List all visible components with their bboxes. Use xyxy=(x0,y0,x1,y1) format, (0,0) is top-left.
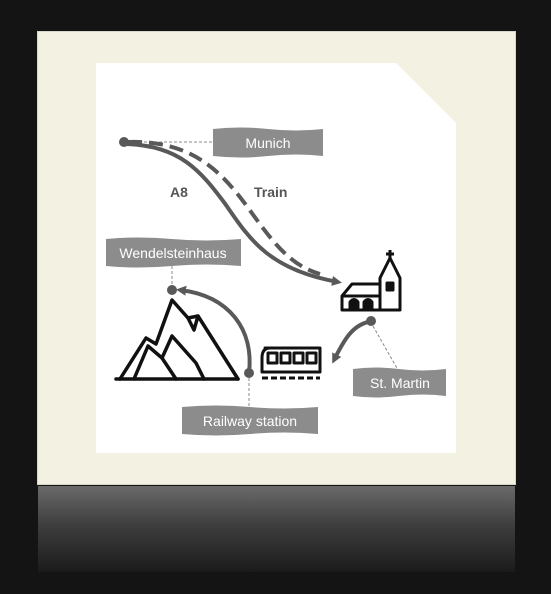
cable-car-route xyxy=(176,285,252,374)
st-martin-leader-line xyxy=(372,325,399,371)
frame-reflection xyxy=(38,486,515,572)
a8-route xyxy=(125,142,342,286)
st-martin-route xyxy=(332,320,369,364)
a8-label: A8 xyxy=(170,184,188,200)
wendelsteinhaus-point xyxy=(167,285,177,295)
train-route xyxy=(127,139,321,276)
train-icon xyxy=(260,346,322,380)
wendelsteinhaus-label: Wendelsteinhaus xyxy=(119,245,226,261)
railway-station-banner: Railway station xyxy=(182,405,318,436)
railway-station-point xyxy=(244,368,254,378)
st-martin-point xyxy=(366,316,376,326)
wendelsteinhaus-banner: Wendelsteinhaus xyxy=(106,237,241,268)
st-martin-banner: St. Martin xyxy=(353,367,446,398)
munich-label: Munich xyxy=(245,135,290,151)
railway-station-label: Railway station xyxy=(203,413,297,429)
church-icon xyxy=(340,250,402,312)
mountain-icon xyxy=(114,298,240,381)
st-martin-label: St. Martin xyxy=(370,375,430,391)
train-label: Train xyxy=(254,184,287,200)
munich-banner: Munich xyxy=(213,127,323,158)
